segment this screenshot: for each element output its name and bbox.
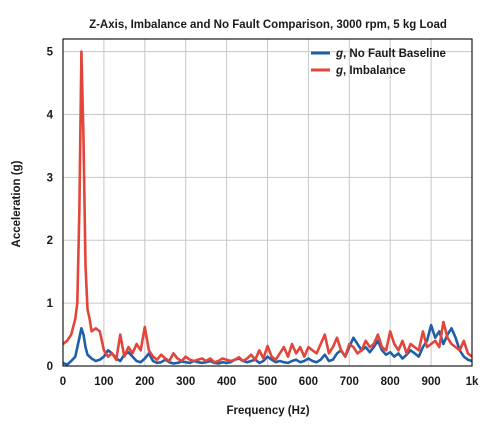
x-tick-label: 600 <box>299 376 318 388</box>
x-tick-label: 700 <box>340 376 359 388</box>
x-tick-label: 500 <box>258 376 277 388</box>
y-axis-label: Acceleration (g) <box>11 160 23 247</box>
legend-label: g, No Fault Baseline <box>335 48 446 60</box>
x-tick-label: 1k <box>466 376 479 388</box>
y-tick-label: 4 <box>47 109 54 121</box>
x-tick-label: 400 <box>217 376 236 388</box>
x-tick-label: 300 <box>176 376 195 388</box>
legend-label: g, Imbalance <box>335 65 406 77</box>
x-tick-label: 100 <box>94 376 113 388</box>
x-tick-label: 800 <box>381 376 400 388</box>
series-line-imbalance <box>63 50 472 364</box>
series-layer <box>63 50 472 366</box>
legend: g, No Fault Baseline g, Imbalance <box>311 48 446 77</box>
y-tick-label: 1 <box>47 298 54 310</box>
chart-title: Z-Axis, Imbalance and No Fault Compariso… <box>89 19 447 31</box>
x-tick-label: 200 <box>135 376 154 388</box>
tick-layer: 0 100 200 300 400 500 600 700 800 900 1k 0 1 2 3 4 5 <box>47 47 479 388</box>
y-tick-label: 0 <box>47 361 53 373</box>
x-tick-label: 0 <box>60 376 66 388</box>
x-axis-label: Frequency (Hz) <box>226 405 309 417</box>
y-tick-label: 3 <box>47 172 53 184</box>
y-tick-label: 5 <box>47 47 54 59</box>
grid-layer <box>63 39 472 366</box>
y-tick-label: 2 <box>47 235 53 247</box>
x-tick-label: 900 <box>422 376 441 388</box>
plot-frame <box>62 38 473 367</box>
